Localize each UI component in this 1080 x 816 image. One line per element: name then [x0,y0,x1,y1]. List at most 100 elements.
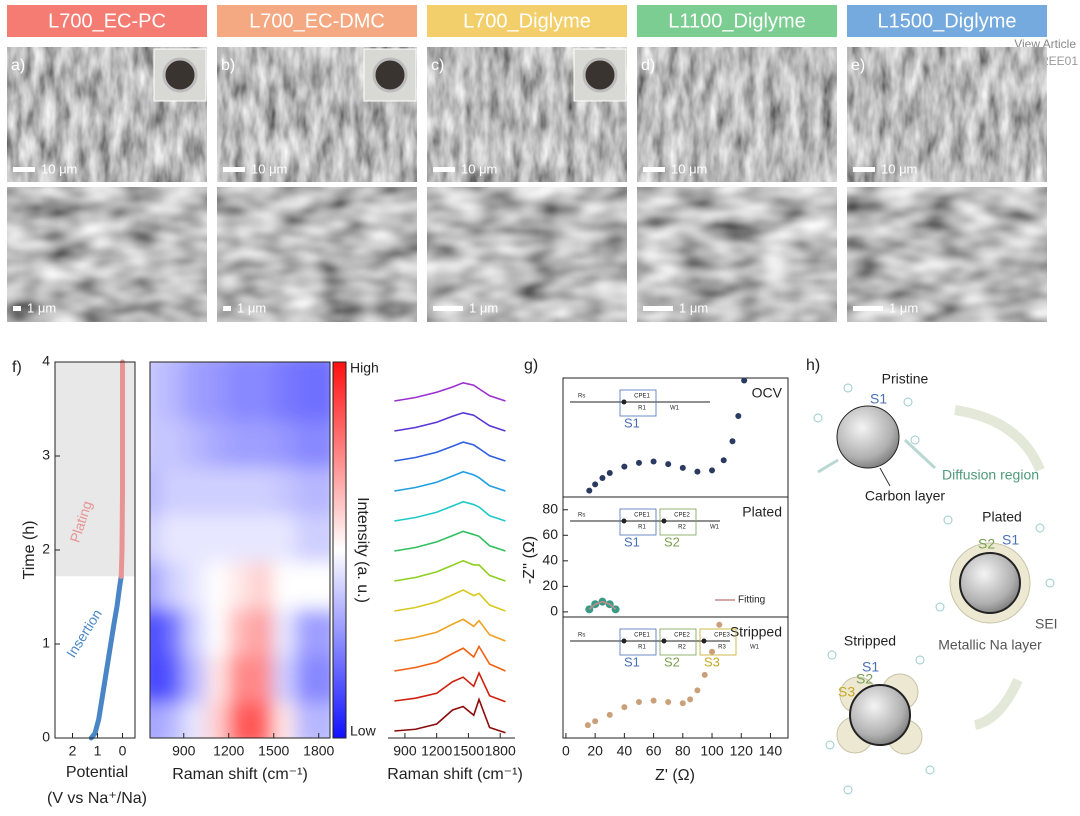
y-tick-label: 40 [542,552,558,568]
panel-label: h) [806,357,820,374]
circuit-label: R1 [638,645,646,651]
y-tick-label: 80 [542,500,558,516]
column-title: L700_Diglyme [463,10,591,32]
data-point [679,700,686,707]
data-point [665,461,672,468]
data-point [621,463,628,470]
spectrum [394,697,506,734]
diffusion-arrow [903,438,937,470]
spectrum [394,618,506,642]
sem-image [637,47,837,182]
circuit-node [701,638,707,644]
sem-image [217,187,417,322]
circuit-label: W1 [710,525,720,531]
circuit-label: W1 [750,645,760,651]
data-point [586,487,593,494]
legend-label: Fitting [738,595,765,606]
x-tick-label: 900 [393,743,417,759]
title-box [637,5,837,37]
data-point [720,457,727,464]
mechanism-diagram: Pristine S1 Diffusion region Carbon laye… [813,371,1058,795]
plated-particle [959,552,1021,614]
diagram-label: S1 [1002,532,1019,548]
colorbar-label: High [350,360,379,376]
stripped-particle [849,684,911,746]
circuit-block [619,508,657,536]
x-axis-title: (V vs Na⁺/Na) [47,790,147,807]
x-axis-title: Raman shift (cm⁻¹) [172,766,308,783]
diagram-label: S1 [870,391,887,407]
x-tick-label: 100 [700,743,724,759]
circuit-node [621,518,627,524]
title-box [427,5,627,37]
x-tick-label: 1 [94,743,102,759]
diagram-label: S2 [978,536,995,552]
circuit-label: Rs [578,394,585,400]
sem-image [637,187,837,322]
leader [879,467,891,487]
group-label: S1 [624,654,640,669]
x-tick-label: 20 [587,743,603,759]
circuit-label: CPE2 [674,513,690,519]
inset-electrode [582,57,618,93]
data-point [621,704,628,711]
scale-bar [223,167,245,172]
scale-bar [13,167,35,172]
title-box [847,5,1047,37]
panel-label: b) [221,57,235,74]
fit-line [588,600,617,610]
spectrum [394,411,506,432]
diagram-label: Plated [982,509,1022,525]
y-tick-label: 0 [550,603,558,619]
group-label: S2 [664,654,680,669]
scale-bar [853,167,875,172]
scale-bar [643,167,665,172]
sem-image [847,47,1047,182]
heatmap-cells [150,362,330,738]
data-point [592,718,599,725]
y-tick-label: 0 [42,729,50,745]
spectrum [394,589,506,612]
scale-label: 1 μm [237,300,266,315]
title-box [7,5,207,37]
x-tick-label: 0 [119,743,127,759]
x-tick-label: 1200 [213,743,244,759]
circuit-label: W1 [670,406,680,412]
data-point [741,377,748,384]
panel-label: d) [641,57,655,74]
circuit-label: CPE1 [634,633,650,639]
spectrum [394,559,506,582]
column-title: L1500_Diglyme [878,10,1017,32]
panel-title: Plated [742,504,782,520]
scale-bar [433,306,463,311]
axis-frame [562,616,789,739]
ions [813,383,1055,795]
heatmap [150,362,330,738]
diagram-label: Stripped [844,633,896,649]
scale-label: 1 μm [469,300,498,315]
colorbar [332,361,347,739]
circuit-block [659,628,697,656]
data-point [606,469,613,476]
circuit-block [619,389,657,417]
scale-bar [223,306,231,311]
group-label: S3 [704,654,720,669]
y-tick-label: 60 [542,526,558,542]
diagram-label: Carbon layer [865,488,945,504]
pristine-particle [836,405,900,469]
circuit-label: Rs [578,633,585,639]
x-axis-title: Z' (Ω) [655,767,695,784]
data-point [679,464,686,471]
axis-frame [149,361,331,739]
scale-label: 10 μm [251,161,287,176]
scale-bar [433,167,455,172]
y-axis-title: -Z'' (Ω) [521,536,538,584]
panel-title: Stripped [730,624,782,640]
arrow [973,677,1023,730]
circuit-label: R2 [678,645,686,651]
spectrum [394,530,506,552]
circuit-label: R1 [638,406,646,412]
title-box [217,5,417,37]
panel-label: c) [431,57,444,74]
spectrum [394,670,506,703]
